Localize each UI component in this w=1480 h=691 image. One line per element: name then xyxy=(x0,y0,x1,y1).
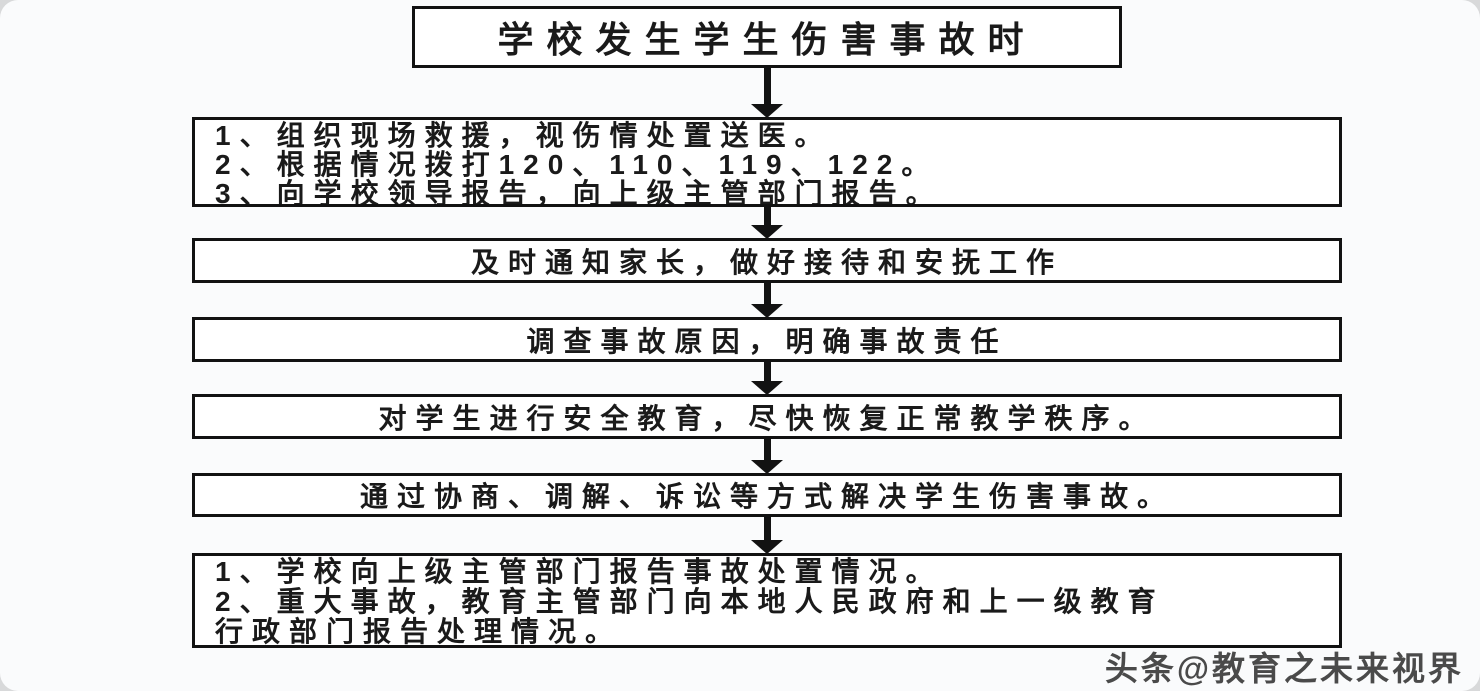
flow-node-final-report: 1、学校向上级主管部门报告事故处置情况。 2、重大事故，教育主管部门向本地人民政… xyxy=(192,553,1342,648)
arrow-head-icon xyxy=(751,460,783,474)
flow-arrow-1 xyxy=(751,66,783,118)
flow-node-emergency-response: 1、组织现场救援，视伤情处置送医。 2、根据情况拨打120、110、119、12… xyxy=(192,117,1342,207)
arrow-stem xyxy=(763,281,771,304)
flow-node-line: 1、学校向上级主管部门报告事故处置情况。 xyxy=(215,556,943,587)
flow-node-safety-education: 对学生进行安全教育，尽快恢复正常教学秩序。 xyxy=(192,394,1342,439)
watermark-text: 头条@教育之未来视界 xyxy=(1104,650,1464,687)
flow-node-notify-parents: 及时通知家长，做好接待和安抚工作 xyxy=(192,238,1342,283)
flow-node-line: 2、重大事故，教育主管部门向本地人民政府和上一级教育 xyxy=(215,586,1165,617)
arrow-head-icon xyxy=(751,381,783,395)
flow-arrow-3 xyxy=(751,281,783,318)
flow-node-line: 行政部门报告处理情况。 xyxy=(215,616,623,647)
arrow-stem xyxy=(763,360,771,381)
arrow-stem xyxy=(763,66,771,104)
arrow-stem xyxy=(763,437,771,460)
arrow-stem xyxy=(763,515,771,540)
flow-node-investigate-cause: 调查事故原因，明确事故责任 xyxy=(192,317,1342,362)
arrow-head-icon xyxy=(751,225,783,239)
flow-node-line: 3、向学校领导报告，向上级主管部门报告。 xyxy=(215,178,943,207)
flow-arrow-6 xyxy=(751,515,783,554)
flow-arrow-4 xyxy=(751,360,783,395)
arrow-head-icon xyxy=(751,304,783,318)
flow-arrow-5 xyxy=(751,437,783,474)
arrow-stem xyxy=(763,205,771,225)
flow-node-resolve-dispute: 通过协商、调解、诉讼等方式解决学生伤害事故。 xyxy=(192,473,1342,517)
flow-node-title: 学校发生学生伤害事故时 xyxy=(412,6,1122,68)
arrow-head-icon xyxy=(751,104,783,118)
flow-node-line: 2、根据情况拨打120、110、119、122。 xyxy=(215,149,939,180)
flow-node-line: 1、组织现场救援，视伤情处置送医。 xyxy=(215,120,832,151)
arrow-head-icon xyxy=(751,540,783,554)
flow-arrow-2 xyxy=(751,205,783,239)
